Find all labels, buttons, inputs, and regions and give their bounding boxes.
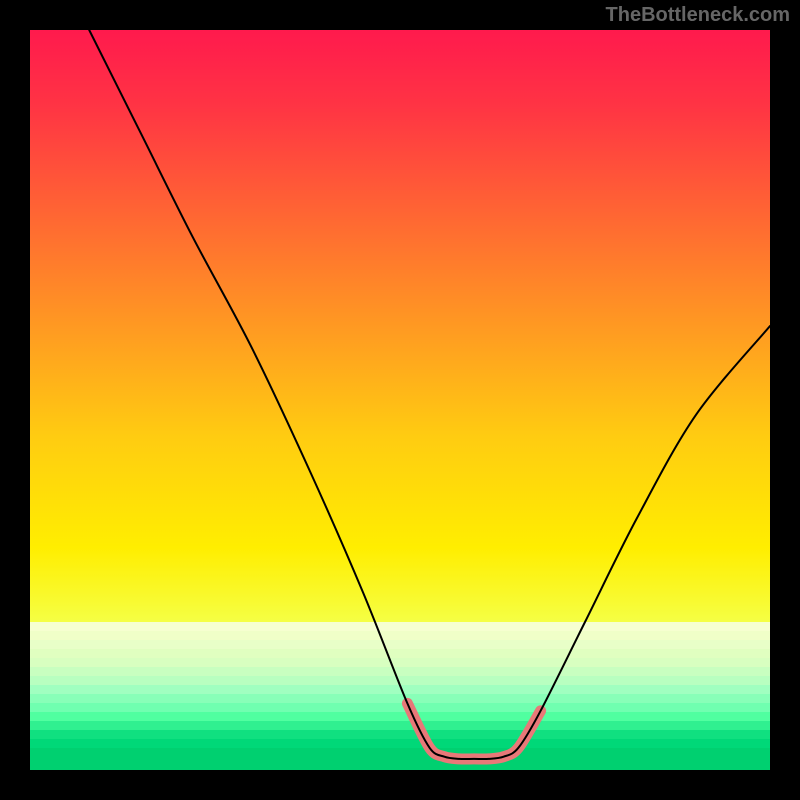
bottom-band-stripe <box>30 667 770 676</box>
bottom-band-stripe <box>30 703 770 712</box>
frame-bottom <box>0 770 800 800</box>
bottleneck-curve-chart <box>0 0 800 800</box>
bottom-band-stripe <box>30 649 770 658</box>
frame-top <box>0 0 800 30</box>
bottom-band-stripe <box>30 748 770 757</box>
bottom-band-stripe <box>30 721 770 730</box>
bottom-band-stripe <box>30 622 770 631</box>
bottom-band-stripe <box>30 739 770 748</box>
bottom-band-stripe <box>30 631 770 640</box>
bottom-band-stripe <box>30 694 770 703</box>
bottom-band-stripe <box>30 757 770 770</box>
bottom-band-stripe <box>30 658 770 667</box>
chart-container: TheBottleneck.com <box>0 0 800 800</box>
frame-right <box>770 0 800 800</box>
bottom-band-stripe <box>30 712 770 721</box>
bottom-band-stripe <box>30 730 770 739</box>
bottom-band-stripe <box>30 640 770 649</box>
frame-left <box>0 0 30 800</box>
